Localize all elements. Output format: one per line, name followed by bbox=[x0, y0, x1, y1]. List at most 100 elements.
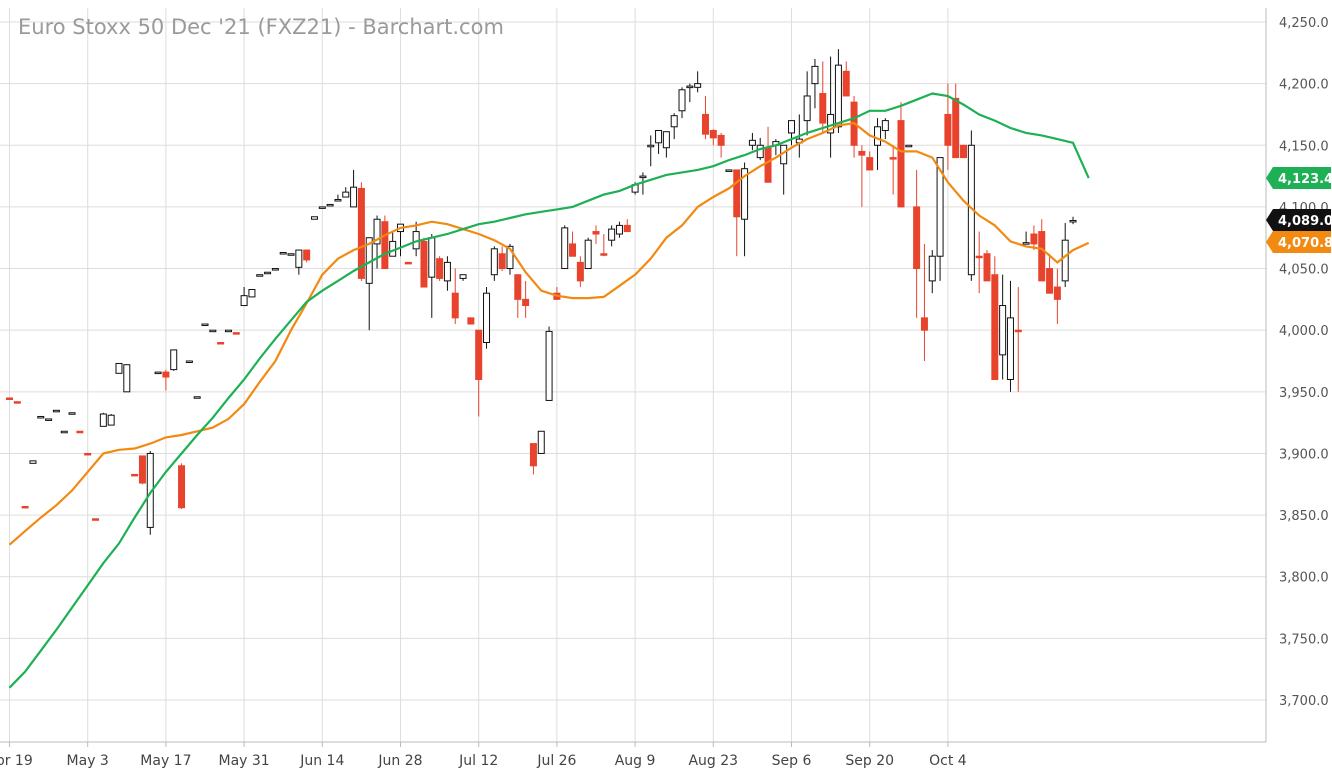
ma-long-line bbox=[8, 92, 1090, 689]
candle-body bbox=[686, 85, 694, 89]
candle-body bbox=[310, 216, 318, 220]
candle bbox=[701, 95, 709, 140]
candle bbox=[608, 225, 616, 247]
candle bbox=[944, 83, 952, 170]
x-tick-label: Jul 12 bbox=[458, 753, 498, 769]
ma-short-line bbox=[8, 121, 1090, 546]
candle-body bbox=[694, 83, 702, 88]
candle bbox=[123, 364, 131, 393]
candle bbox=[318, 206, 326, 209]
candle bbox=[858, 145, 866, 207]
candle-body bbox=[404, 261, 412, 265]
grid bbox=[0, 8, 1266, 742]
candle-body bbox=[803, 95, 811, 122]
x-tick-label: Sep 20 bbox=[845, 753, 894, 769]
candle bbox=[350, 169, 358, 208]
last-price-tag: 4,089.0 bbox=[1266, 209, 1332, 231]
candle bbox=[764, 126, 772, 183]
candle-body bbox=[201, 323, 209, 327]
candle bbox=[162, 369, 170, 391]
candle-body bbox=[483, 292, 491, 344]
candle-body bbox=[295, 249, 303, 268]
candle-body bbox=[913, 206, 921, 270]
candle-body bbox=[537, 430, 545, 454]
candle-body bbox=[6, 397, 13, 400]
candle-body bbox=[264, 271, 272, 275]
candle bbox=[467, 317, 475, 325]
y-tick-label: 3,750.0 bbox=[1279, 632, 1329, 647]
candle-body bbox=[68, 412, 76, 415]
candle bbox=[850, 95, 858, 158]
candle-body bbox=[467, 317, 475, 325]
candle-body bbox=[928, 255, 936, 282]
candle bbox=[827, 56, 835, 158]
candle bbox=[138, 455, 146, 485]
candle bbox=[29, 460, 37, 464]
candle bbox=[537, 430, 545, 454]
candle-body bbox=[623, 224, 631, 233]
candle bbox=[334, 194, 342, 202]
candle-body bbox=[647, 144, 655, 148]
candle bbox=[21, 505, 29, 509]
candle-body bbox=[131, 473, 139, 477]
candle bbox=[279, 252, 287, 255]
candle-body bbox=[350, 186, 358, 208]
x-tick-label: Apr 19 bbox=[0, 753, 33, 769]
candle-body bbox=[584, 239, 592, 270]
value-tags: 4,123.4 4,089.0 4,070.8 bbox=[1266, 167, 1332, 253]
candle bbox=[686, 83, 694, 103]
candle bbox=[905, 144, 913, 148]
candle bbox=[107, 414, 115, 426]
candle-body bbox=[678, 89, 686, 112]
candle-body bbox=[224, 329, 232, 333]
x-tick-label: May 17 bbox=[140, 753, 191, 769]
candle-body bbox=[960, 144, 968, 159]
candle-body bbox=[178, 465, 186, 509]
candle-body bbox=[436, 258, 444, 279]
candle-body bbox=[29, 460, 37, 464]
candle-body bbox=[45, 418, 53, 421]
candle-body bbox=[999, 305, 1007, 356]
candle bbox=[576, 256, 584, 288]
candle bbox=[154, 371, 162, 375]
candle-body bbox=[733, 169, 741, 218]
candle bbox=[678, 87, 686, 119]
candle-body bbox=[1030, 233, 1038, 245]
candle bbox=[522, 280, 530, 318]
candle bbox=[1006, 280, 1014, 392]
ma-short-tag: 4,070.8 bbox=[1266, 231, 1332, 253]
candle bbox=[842, 61, 850, 97]
candle-body bbox=[600, 253, 608, 256]
candle-body bbox=[983, 253, 991, 282]
y-tick-label: 4,200.0 bbox=[1279, 78, 1329, 93]
candle-body bbox=[944, 113, 952, 146]
candle bbox=[1053, 268, 1061, 325]
candle-body bbox=[842, 70, 850, 97]
candle-body bbox=[13, 401, 21, 404]
candle bbox=[170, 349, 178, 371]
candle-body bbox=[154, 371, 162, 375]
candle bbox=[788, 120, 795, 146]
candle bbox=[920, 243, 928, 361]
candle-body bbox=[952, 97, 960, 159]
candle bbox=[725, 169, 733, 172]
candle-body bbox=[1014, 329, 1022, 333]
candle bbox=[913, 169, 921, 318]
candle bbox=[490, 246, 498, 281]
y-tick-label: 3,900.0 bbox=[1279, 447, 1329, 462]
candle-body bbox=[709, 129, 717, 139]
candle-body bbox=[1069, 219, 1077, 223]
y-tick-label: 4,150.0 bbox=[1279, 139, 1329, 154]
candle-body bbox=[99, 413, 107, 427]
candle bbox=[420, 237, 428, 288]
candle bbox=[295, 249, 303, 275]
candle bbox=[303, 249, 311, 263]
ma-short-tag-bg bbox=[1266, 231, 1331, 253]
candle bbox=[451, 268, 459, 325]
candle-body bbox=[529, 443, 537, 467]
candle bbox=[717, 132, 725, 158]
x-tick-label: Sep 6 bbox=[772, 753, 812, 769]
candle-body bbox=[514, 274, 522, 300]
candle-body bbox=[381, 221, 389, 270]
candle bbox=[999, 274, 1007, 380]
